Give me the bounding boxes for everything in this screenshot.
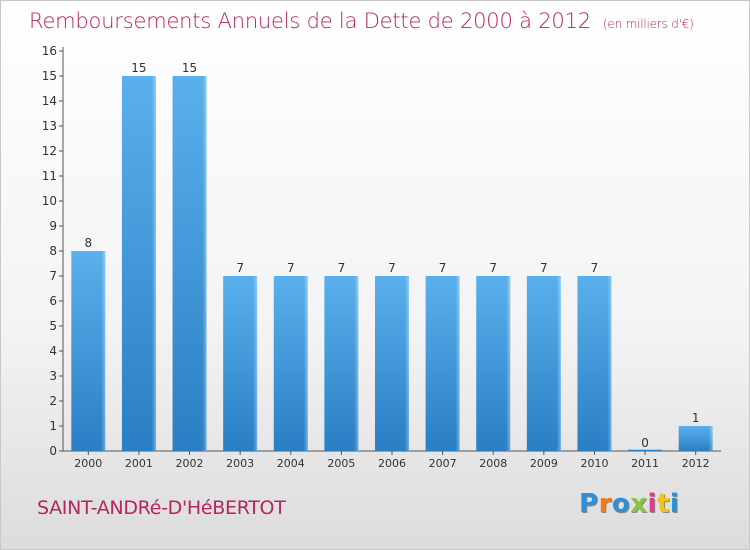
bar — [375, 276, 409, 451]
y-tick-label: 11 — [42, 169, 57, 183]
logo-letter: t — [656, 489, 670, 519]
y-tick-label: 12 — [42, 144, 57, 158]
bar-highlight — [303, 276, 308, 451]
y-tick-label: 15 — [42, 69, 57, 83]
y-tick-label: 3 — [49, 369, 57, 383]
bar — [577, 276, 612, 451]
y-tick-label: 13 — [42, 119, 57, 133]
y-tick-label: 16 — [42, 44, 57, 58]
logo-letter: i — [669, 489, 680, 519]
chart-title-text: Remboursements Annuels de la Dette de 20… — [29, 9, 591, 33]
bar-highlight — [708, 426, 713, 451]
proxiti-logo: Proxiti — [579, 489, 679, 519]
y-tick-label: 4 — [49, 344, 57, 358]
data-label: 7 — [439, 261, 447, 275]
data-label: 7 — [591, 261, 599, 275]
bar — [273, 276, 308, 451]
bar — [425, 276, 460, 451]
y-tick-label: 14 — [42, 94, 57, 108]
y-tick-label: 8 — [49, 244, 57, 258]
bar-highlight — [354, 276, 359, 451]
bar — [476, 276, 511, 451]
data-label: 7 — [236, 261, 244, 275]
bar-highlight — [455, 276, 460, 451]
data-label: 7 — [388, 261, 396, 275]
y-tick-label: 10 — [42, 194, 57, 208]
data-label: 7 — [489, 261, 497, 275]
y-tick-label: 5 — [49, 319, 57, 333]
bar-highlight — [101, 251, 106, 451]
commune-name: SAINT-ANDRé-D'HéBERTOT — [37, 497, 286, 519]
y-tick-label: 7 — [49, 269, 57, 283]
bar — [324, 276, 359, 451]
x-tick-label: 2011 — [631, 457, 659, 470]
bar — [223, 276, 258, 451]
x-tick-label: 2004 — [277, 457, 305, 470]
data-label: 7 — [287, 261, 295, 275]
logo-letter: x — [630, 489, 648, 519]
chart-title: Remboursements Annuels de la Dette de 20… — [29, 9, 694, 33]
logo-letter: i — [647, 489, 657, 519]
x-tick-label: 2007 — [429, 457, 457, 470]
data-label: 15 — [182, 61, 197, 75]
x-tick-label: 2012 — [682, 457, 710, 470]
bar-highlight — [607, 276, 612, 451]
x-tick-label: 2002 — [176, 457, 204, 470]
bar-highlight — [405, 276, 409, 451]
logo-letter: P — [579, 489, 599, 519]
y-tick-label: 0 — [49, 444, 57, 458]
bar-highlight — [506, 276, 511, 451]
data-label: 0 — [641, 436, 649, 450]
x-tick-label: 2010 — [580, 457, 608, 470]
logo-letter: o — [611, 489, 631, 519]
y-tick-label: 9 — [49, 219, 57, 233]
data-label: 15 — [131, 61, 146, 75]
x-tick-label: 2000 — [74, 457, 102, 470]
data-label: 7 — [540, 261, 548, 275]
data-label: 8 — [84, 236, 92, 250]
bar-highlight — [151, 76, 156, 451]
y-tick-label: 2 — [49, 394, 57, 408]
x-tick-label: 2005 — [327, 457, 355, 470]
x-tick-label: 2008 — [479, 457, 507, 470]
y-tick-label: 6 — [49, 294, 57, 308]
bar-highlight — [556, 276, 561, 451]
x-tick-label: 2006 — [378, 457, 406, 470]
x-tick-label: 2003 — [226, 457, 254, 470]
bar — [526, 276, 561, 451]
bar — [172, 76, 207, 451]
x-tick-label: 2001 — [125, 457, 153, 470]
data-label: 7 — [338, 261, 346, 275]
x-tick-label: 2009 — [530, 457, 558, 470]
data-label: 1 — [692, 411, 700, 425]
bar — [121, 76, 156, 451]
unit-note: (en milliers d'€) — [602, 17, 694, 31]
y-tick-label: 1 — [49, 419, 57, 433]
bar — [678, 426, 713, 451]
bar — [71, 251, 106, 451]
bar-highlight — [253, 276, 258, 451]
bar-highlight — [202, 76, 207, 451]
logo-letter: r — [598, 489, 612, 519]
